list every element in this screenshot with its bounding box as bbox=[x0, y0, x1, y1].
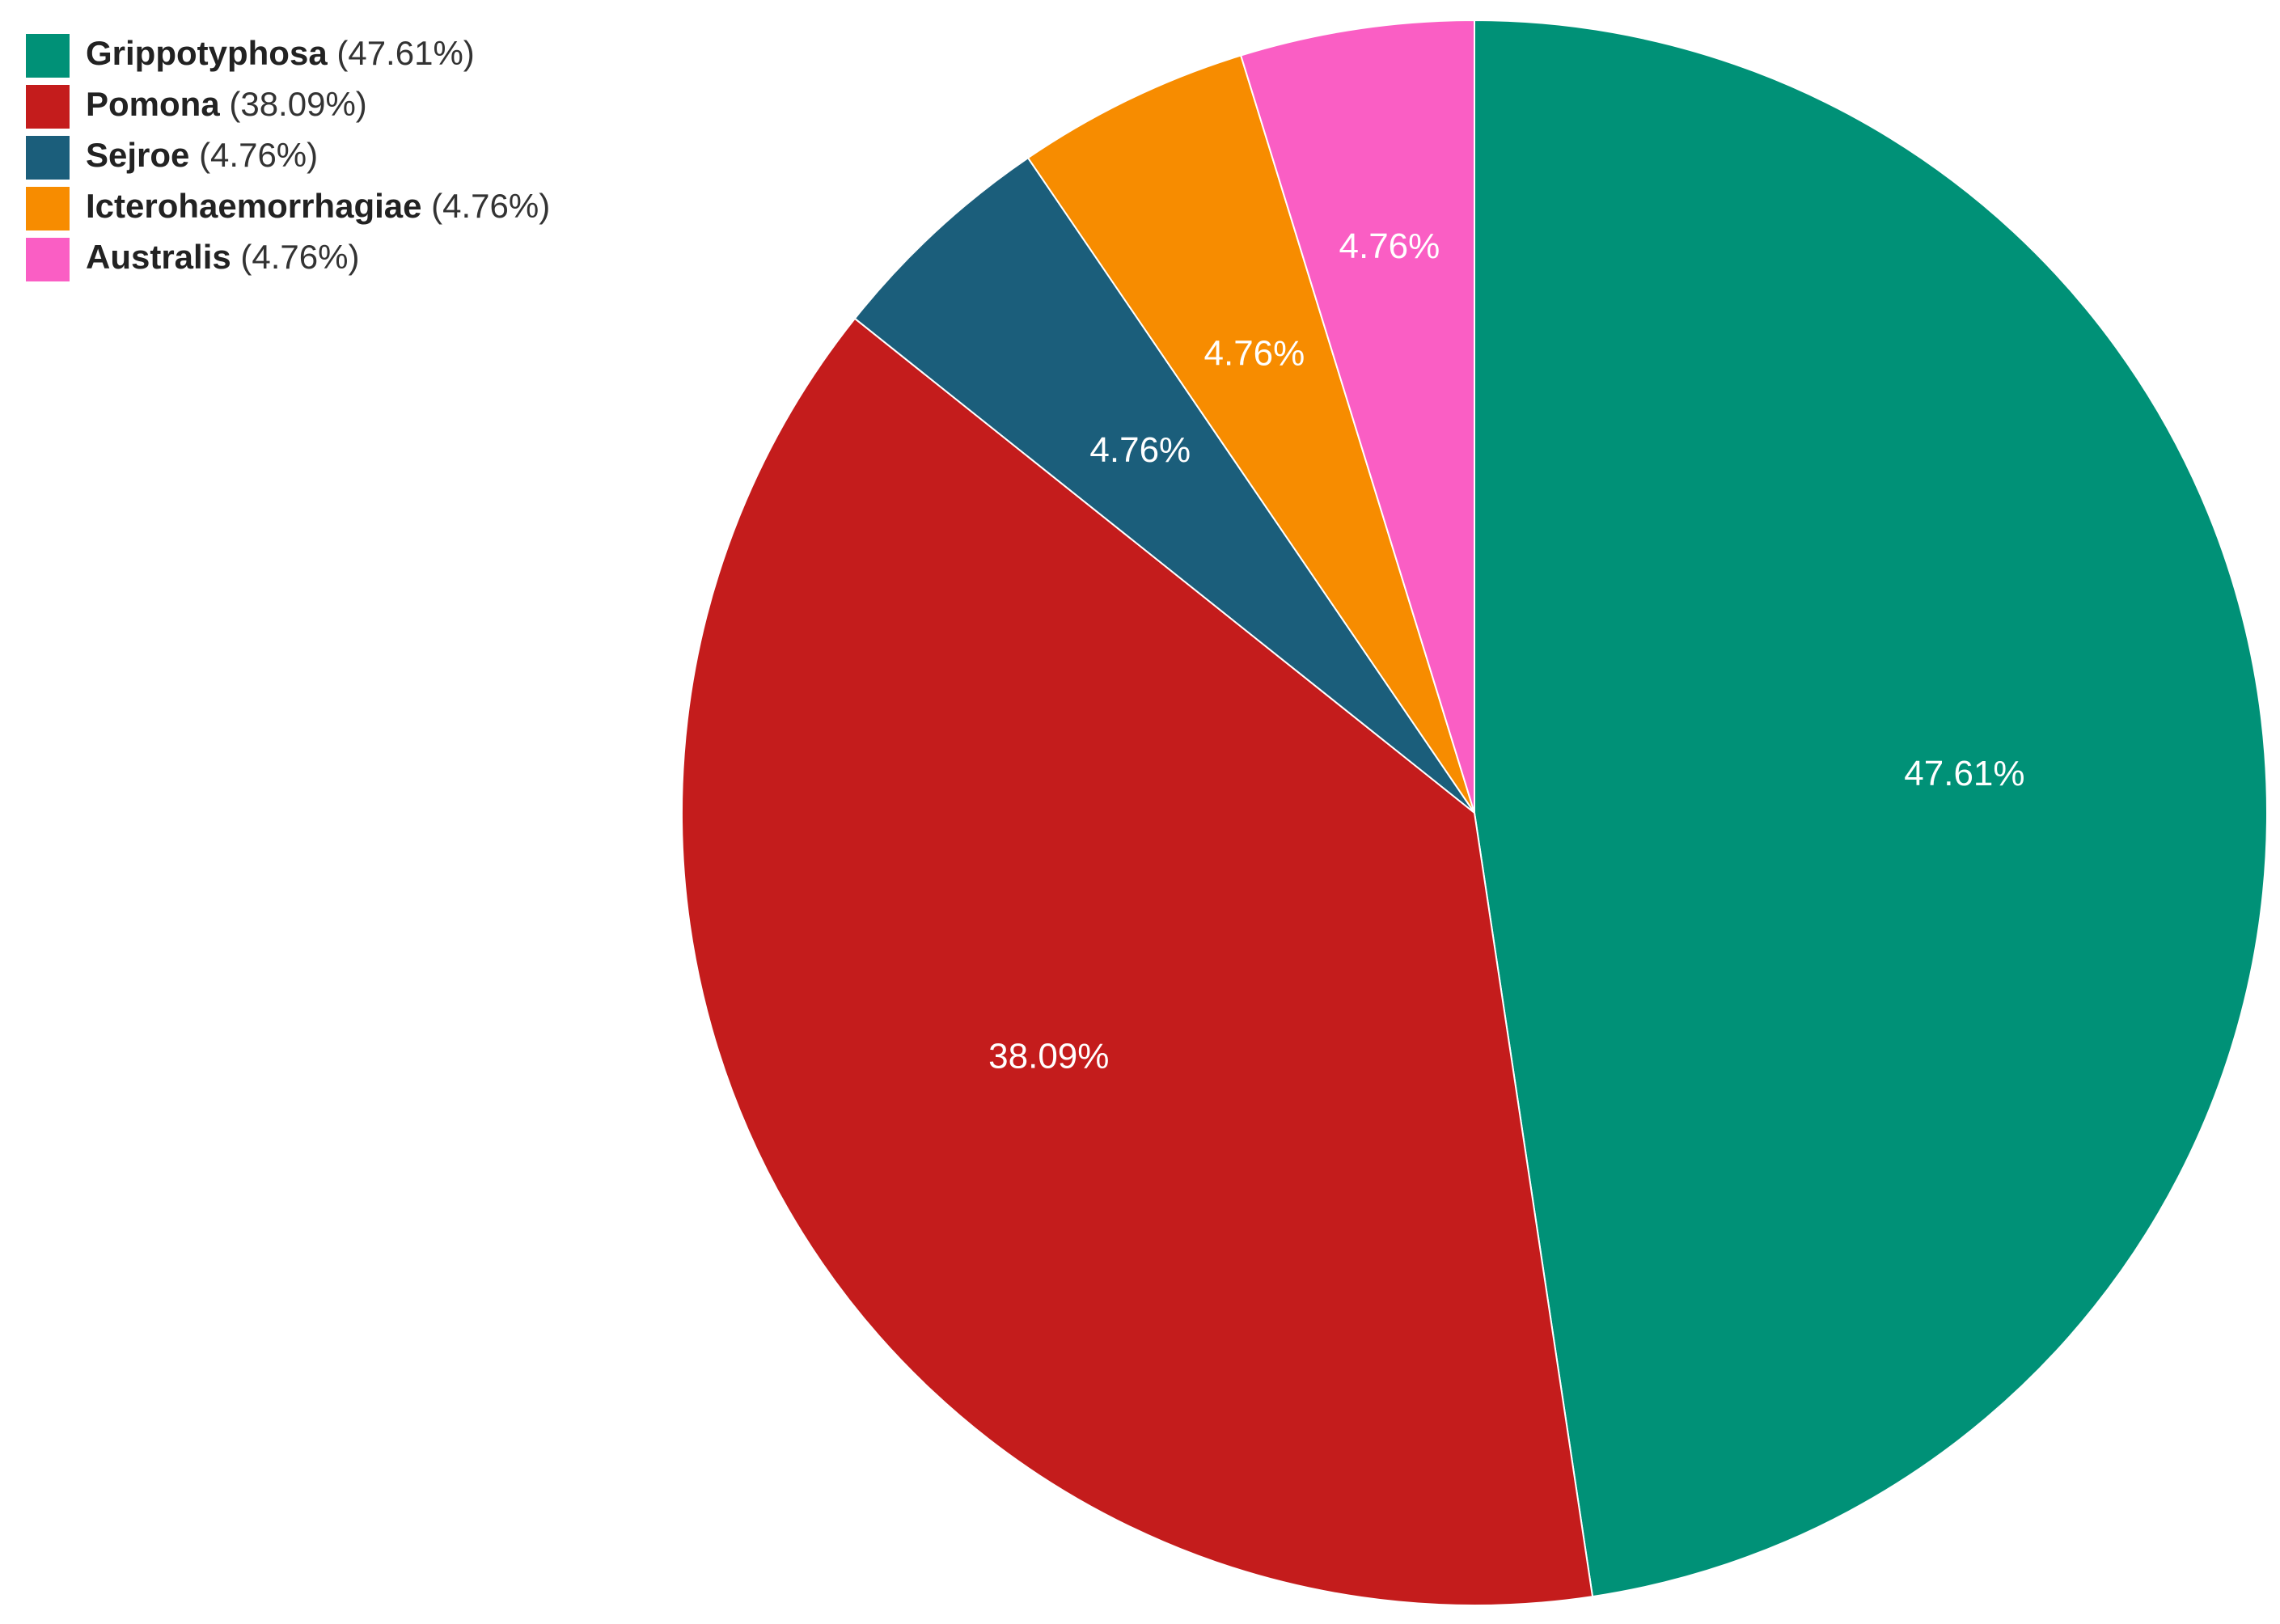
legend-label: Sejroe (4.76%) bbox=[86, 136, 318, 174]
slice-label-grippotyphosa: 47.61% bbox=[1904, 754, 2024, 793]
legend-series-percent: (4.76%) bbox=[422, 187, 551, 225]
slice-label-icterohaemorrhagiae: 4.76% bbox=[1204, 334, 1305, 374]
legend-series-percent: (38.09%) bbox=[220, 85, 367, 123]
legend-item-australis: Australis (4.76%) bbox=[26, 238, 359, 281]
pie-slice-grippotyphosa bbox=[1474, 19, 2268, 1598]
legend-series-name: Sejroe bbox=[86, 136, 189, 174]
pie-slice-labels: 47.61% 38.09% 4.76% 4.76% 4.76% bbox=[988, 226, 2024, 1076]
slice-label-pomona: 38.09% bbox=[988, 1036, 1109, 1076]
slice-label-sejroe: 4.76% bbox=[1089, 430, 1191, 470]
legend-swatch bbox=[26, 238, 70, 281]
legend-swatch bbox=[26, 136, 70, 180]
pie-slice-australis bbox=[1240, 19, 1475, 814]
legend-item-sejroe: Sejroe (4.76%) bbox=[26, 136, 318, 180]
pie-slices bbox=[681, 19, 2268, 1606]
legend-series-percent: (47.61%) bbox=[328, 34, 475, 72]
legend-swatch bbox=[26, 34, 70, 78]
legend-series-percent: (4.76%) bbox=[231, 238, 360, 276]
legend-item-icterohaemorrhagiae: Icterohaemorrhagiae (4.76%) bbox=[26, 187, 550, 230]
legend-label: Pomona (38.09%) bbox=[86, 85, 367, 123]
legend-item-pomona: Pomona (38.09%) bbox=[26, 85, 367, 129]
legend-series-name: Australis bbox=[86, 238, 231, 276]
pie-slice-icterohaemorrhagiae bbox=[1027, 54, 1475, 814]
legend-swatch bbox=[26, 85, 70, 129]
slice-label-australis: 4.76% bbox=[1339, 226, 1440, 266]
legend-series-name: Grippotyphosa bbox=[86, 34, 328, 72]
legend-series-name: Icterohaemorrhagiae bbox=[86, 187, 422, 225]
legend-item-grippotyphosa: Grippotyphosa (47.61%) bbox=[26, 34, 475, 78]
pie-slice-sejroe bbox=[853, 157, 1475, 814]
pie-slice-pomona bbox=[681, 317, 1594, 1606]
legend-label: Icterohaemorrhagiae (4.76%) bbox=[86, 187, 550, 225]
legend-series-percent: (4.76%) bbox=[189, 136, 318, 174]
legend-label: Grippotyphosa (47.61%) bbox=[86, 34, 475, 72]
legend-series-name: Pomona bbox=[86, 85, 220, 123]
legend-label: Australis (4.76%) bbox=[86, 238, 359, 276]
legend-swatch bbox=[26, 187, 70, 230]
legend: Grippotyphosa (47.61%) Pomona (38.09%) Sej… bbox=[26, 34, 550, 281]
